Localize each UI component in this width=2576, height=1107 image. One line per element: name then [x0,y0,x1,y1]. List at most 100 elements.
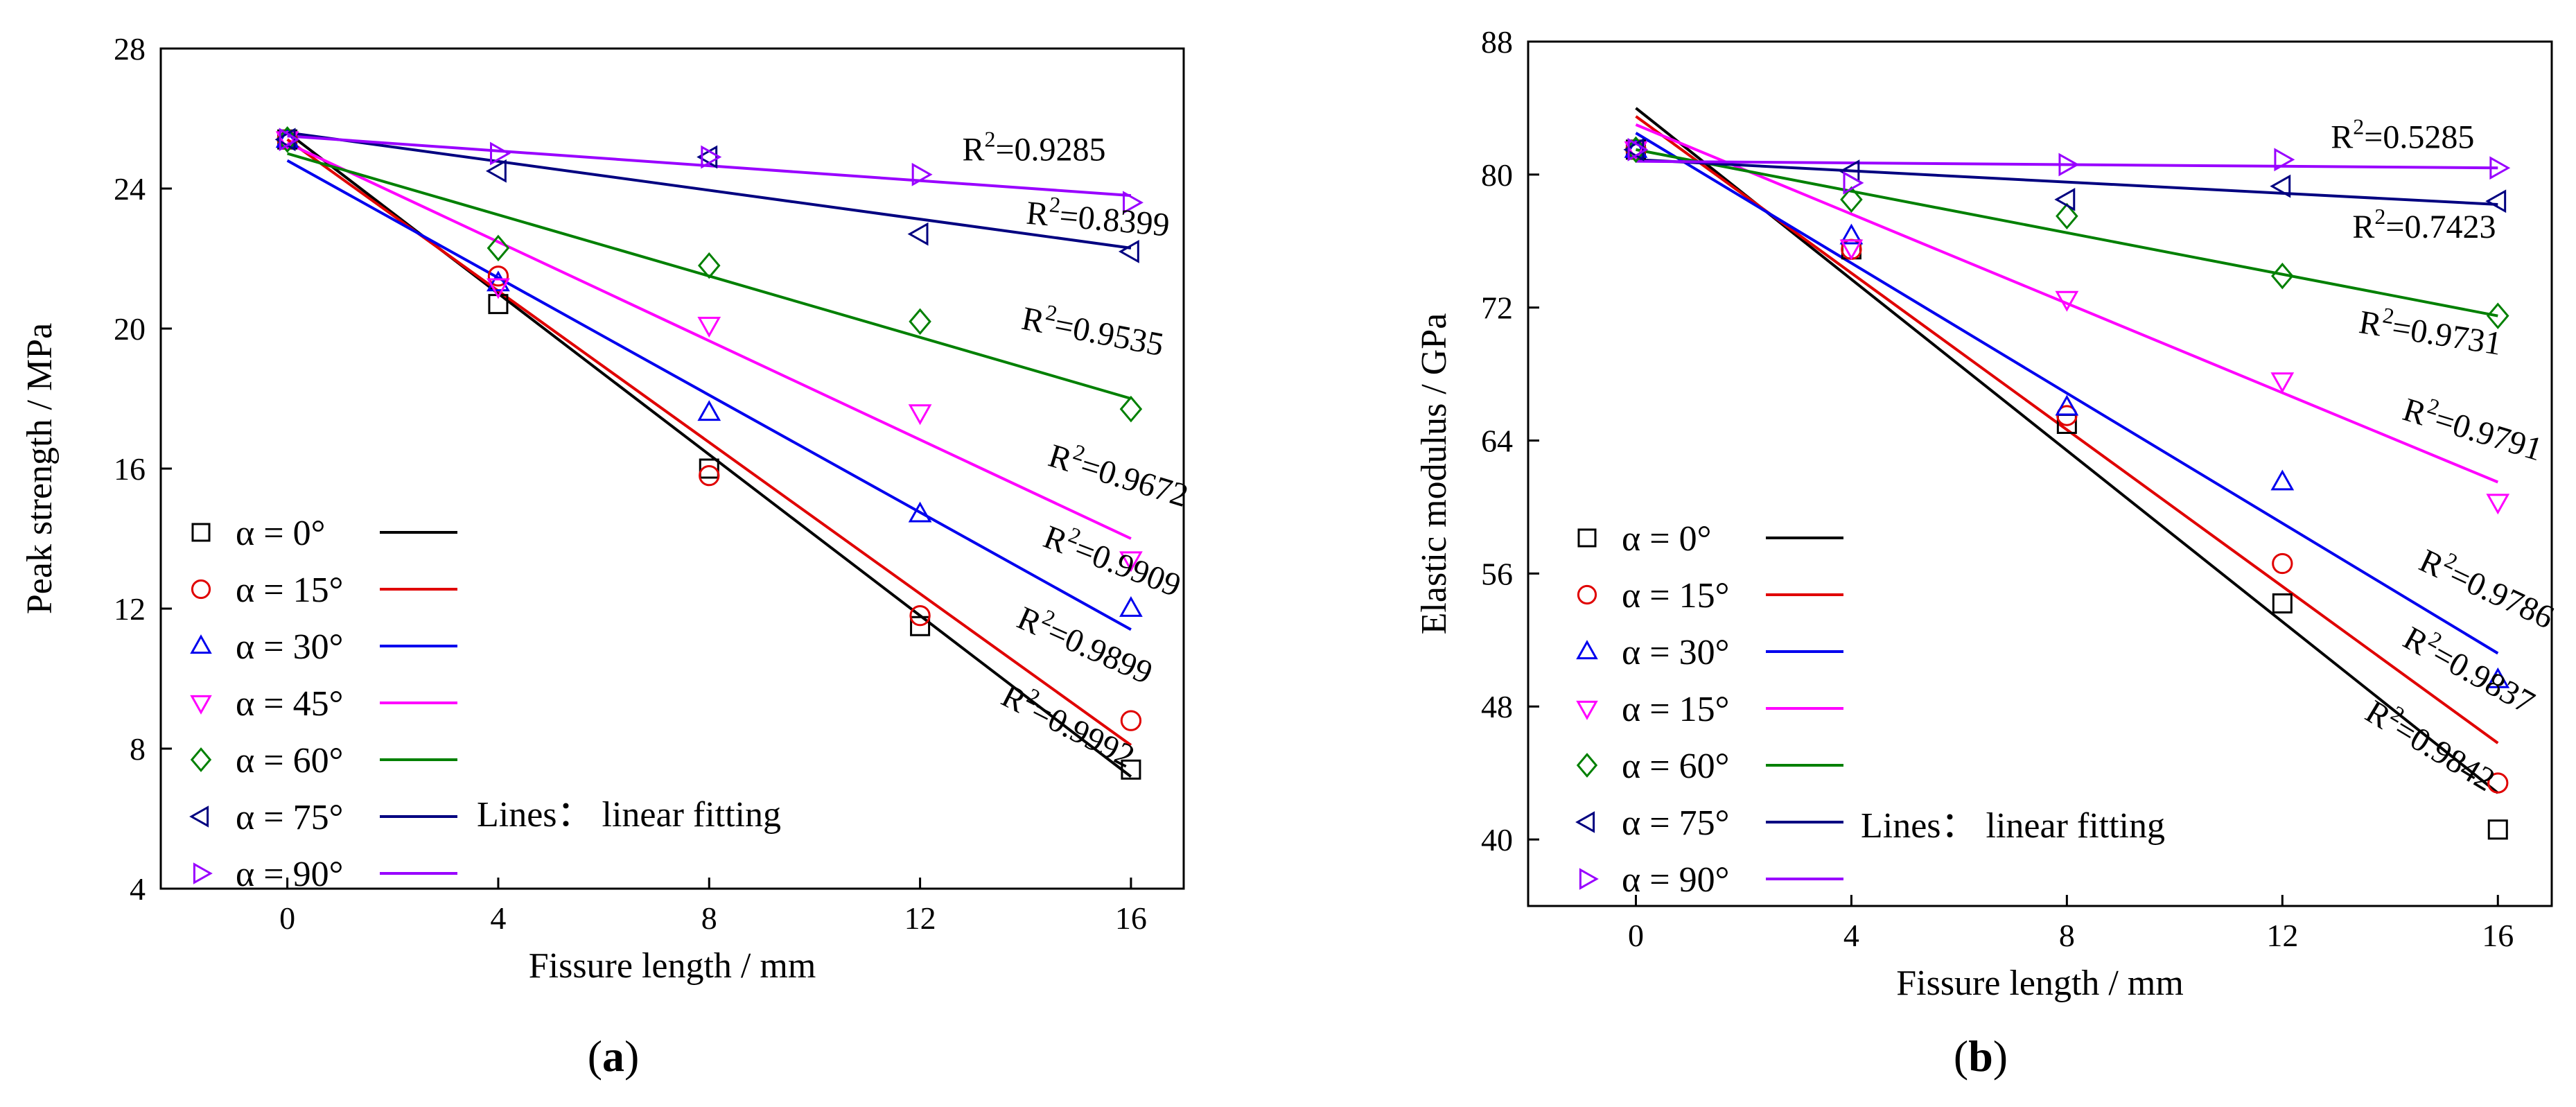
data-point [2056,202,2078,230]
y-tick-label: 8 [130,731,146,767]
data-point [910,616,931,636]
y-tick-label: 16 [114,451,146,487]
y-axis-title: Peak strength / MPa [20,323,60,614]
data-point [2055,290,2079,312]
data-point [701,145,722,169]
caption-letter: a [602,1031,624,1081]
legend-marker [1577,528,1597,548]
fit-line [287,131,1132,250]
y-tick-label: 72 [1481,290,1513,326]
legend-label: α = 30° [236,627,343,667]
y-tick-label: 4 [130,871,146,907]
legend-label: α = 75° [1622,803,1729,843]
fit-line [1636,159,2498,170]
x-tick-label: 12 [904,900,936,936]
data-point [908,404,932,426]
data-point [1119,551,1143,573]
y-axis-title: Elastic modulus / GPa [1414,313,1454,635]
r-squared-symbol: R [2331,119,2353,155]
data-point [274,128,296,152]
data-point [1118,240,1139,263]
data-point [1623,138,1645,162]
data-point [907,222,929,246]
r-squared-symbol: R [962,132,984,168]
r-squared-exponent: 2 [2353,114,2364,139]
r-squared-exponent: 2 [1044,299,1060,326]
fit-line [286,159,1132,631]
data-point [1839,239,1864,261]
caption-paren: ( [588,1031,602,1081]
r-squared-value: =0.7423 [2385,209,2496,245]
x-tick-label: 16 [1115,900,1147,936]
r-squared-value: =0.9786 [2444,556,2560,636]
data-point [1839,223,1864,245]
data-point [2487,819,2508,840]
r-squared-label: R2=0.9285 [962,127,1105,168]
r-squared-value: =0.9837 [2426,636,2541,721]
r-squared-value: =0.5285 [2364,119,2474,155]
r-squared-symbol: R [1025,195,1051,234]
caption-letter: b [1968,1031,1993,1081]
data-point [2485,189,2507,213]
fit-note: Lines： linear fitting [1861,806,2165,846]
r-squared-exponent: 2 [2374,204,2385,229]
data-point [490,141,511,166]
legend-label: α = 0° [1622,519,1711,559]
data-point [2486,302,2509,329]
x-axis-title: Fissure length / mm [529,946,816,986]
r-squared-value: =0.9899 [1042,613,1158,691]
legend-label: α = 45° [236,684,343,724]
r-squared-label: R2=0.9672 [1044,433,1194,514]
data-point [696,145,718,169]
legend-marker [1579,868,1599,890]
legend-label: α = 15° [1622,690,1729,729]
r-squared-value: =0.9672 [1076,447,1193,514]
data-point [2489,156,2511,180]
data-point [1119,395,1143,423]
legend-marker [191,523,211,542]
r-squared-label: R2=0.7423 [2352,204,2496,245]
legend-label: α = 75° [236,798,343,837]
data-point [485,159,507,183]
legend-marker [190,747,212,772]
legend-label: α = 90° [236,855,343,894]
data-point [2272,593,2293,614]
data-point [2486,667,2510,688]
r-squared-exponent: 2 [2381,302,2396,329]
data-point [697,252,721,279]
x-axis-title: Fissure length / mm [1896,964,2184,1003]
data-point [2270,174,2291,198]
x-tick-label: 0 [1628,918,1644,953]
fit-line [286,141,1132,540]
y-tick-label: 80 [1481,157,1513,193]
r-squared-exponent: 2 [984,127,995,152]
y-tick-label: 88 [1481,24,1513,60]
data-point [697,317,721,338]
r-squared-label: R2=0.9791 [2399,387,2548,469]
legend-marker [190,634,212,654]
data-point [2058,152,2080,177]
data-point [2054,187,2076,211]
r-squared-value: =0.9909 [1069,530,1186,604]
data-point [2055,394,2079,416]
data-point [1843,171,1864,195]
data-point [275,131,299,152]
fit-line [1635,123,2499,484]
legend-label: α = 15° [1622,576,1729,616]
fit-note: Lines： linear fitting [477,795,781,835]
data-point [1624,137,1648,158]
data-point [909,604,931,627]
panel-caption: (b) [1954,1031,2008,1081]
data-point [2272,552,2293,575]
legend-marker [1575,811,1595,833]
fit-line [287,134,1132,198]
legend-marker [1576,640,1598,660]
legend-label: α = 0° [236,514,325,553]
panel-caption: (a) [588,1031,640,1081]
r-squared-symbol: R [2356,304,2384,343]
data-point [2271,262,2294,290]
data-point [487,234,510,262]
y-tick-label: 48 [1481,689,1513,724]
r-squared-value: =0.9992 [1025,692,1140,775]
